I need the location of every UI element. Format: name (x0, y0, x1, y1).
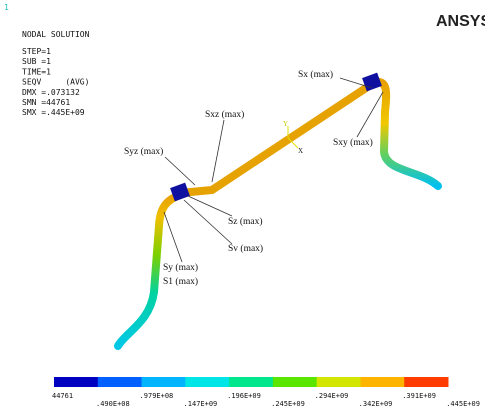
triad-axis (287, 137, 299, 149)
annotation: Sxz (max) (205, 109, 244, 120)
colorbar-segment (229, 377, 274, 387)
colorbar-label: .245E+09 (271, 400, 305, 406)
annotation: S1 (max) (163, 276, 198, 287)
colorbar-label: .147E+09 (184, 400, 218, 406)
colorbar-label: 44761 (52, 392, 73, 400)
leaders (163, 77, 384, 263)
annotation: Sz (max) (228, 216, 263, 227)
annotation: Syz (max) (124, 146, 163, 157)
info-line: STEP=1 (22, 47, 51, 56)
model (114, 72, 442, 350)
colorbar-segment (272, 377, 318, 387)
annotation: Sxy (max) (333, 137, 373, 148)
annotation: Sy (max) (163, 262, 198, 273)
colorbar-segment (360, 377, 405, 387)
colorbar-label: .196E+09 (227, 392, 261, 400)
colorbar-segment (54, 377, 99, 387)
colorbar-segment (404, 377, 449, 387)
right-arm (370, 77, 442, 190)
annotation: Sx (max) (298, 69, 333, 80)
colorbar-segment (185, 377, 230, 387)
info-line: DMX =.073132 (22, 88, 80, 97)
colorbar: 44761 .979E+08 .196E+09 .294E+09 .391E+09 .49… (52, 377, 480, 406)
annotation: Sv (max) (228, 243, 263, 254)
colorbar-label: .445E+09 (446, 400, 480, 406)
colorbar-segment (97, 377, 143, 387)
colorbar-label: .342E+09 (359, 400, 393, 406)
info-line: SMX =.445E+09 (22, 108, 85, 117)
colorbar-label: .294E+09 (315, 392, 349, 400)
leader (356, 91, 384, 138)
colorbar-label: .979E+08 (140, 392, 174, 400)
leader (187, 195, 233, 217)
triad-label: Y (283, 120, 288, 128)
logo: ANSYS (436, 13, 485, 30)
info-line: TIME=1 (22, 67, 51, 76)
torsion-bar (179, 80, 375, 197)
leader (183, 199, 233, 245)
leader (211, 119, 225, 183)
colorbar-label: .391E+09 (402, 392, 436, 400)
leader (339, 77, 373, 89)
window-number: 1 (4, 3, 9, 12)
info-line: SEQV (AVG) (22, 78, 89, 87)
leader (163, 211, 183, 263)
title: NODAL SOLUTION (22, 30, 90, 39)
bushing (170, 182, 190, 202)
colorbar-label: .490E+08 (96, 400, 130, 406)
info-line: SMN =44761 (22, 98, 70, 107)
triad-label: X (298, 147, 303, 155)
leader (164, 156, 196, 186)
left-arm (114, 191, 184, 350)
info-line: SUB =1 (22, 57, 51, 66)
colorbar-segment (316, 377, 361, 387)
colorbar-segment (141, 377, 186, 387)
